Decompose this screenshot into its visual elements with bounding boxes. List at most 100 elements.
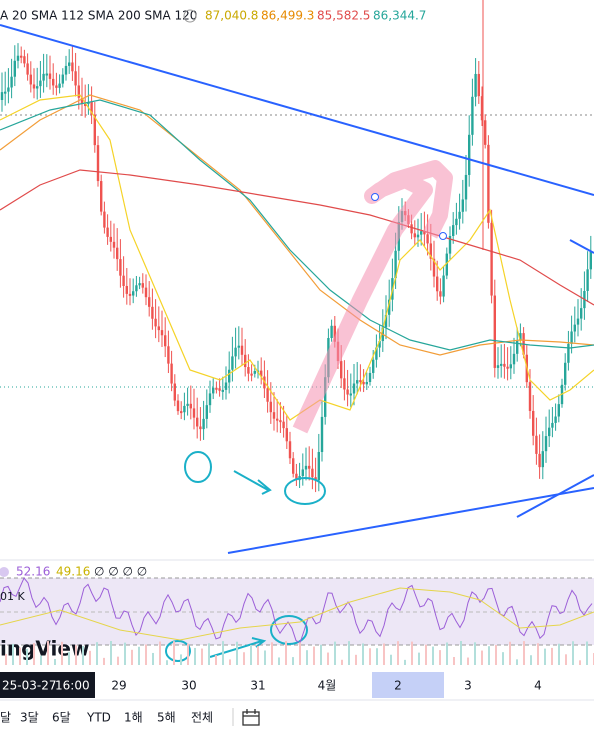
candle: [23, 56, 26, 64]
volume-bar: [117, 656, 119, 665]
candle: [480, 96, 484, 121]
candle: [426, 234, 429, 244]
volume-bar: [5, 653, 7, 665]
volume-bar: [565, 654, 567, 665]
volume-bar: [376, 648, 378, 665]
candle: [445, 253, 448, 276]
volume-bar: [145, 644, 147, 665]
candle: [0, 92, 4, 100]
candle: [71, 62, 74, 72]
candle: [218, 388, 221, 391]
candle: [7, 87, 10, 92]
candle: [442, 275, 445, 297]
candle: [320, 416, 324, 452]
volume-bar: [306, 650, 308, 665]
candle: [112, 241, 116, 248]
candle: [464, 174, 468, 200]
candle: [288, 441, 292, 459]
ma-line: [0, 94, 594, 356]
candle: [164, 335, 167, 347]
candle: [128, 293, 132, 296]
volume-bar: [369, 648, 371, 665]
volume-bar: [411, 641, 413, 665]
volume-bar: [229, 659, 231, 665]
rsi-line: [0, 577, 593, 644]
candle: [308, 465, 311, 469]
time-label: 4: [534, 679, 542, 693]
volume-bar: [89, 650, 91, 665]
range-button[interactable]: YTD: [86, 711, 111, 725]
volume-bar: [222, 641, 224, 665]
volume-bar: [299, 642, 301, 665]
time-label: 30: [181, 679, 196, 693]
volume-bar: [327, 652, 329, 665]
candle: [100, 181, 103, 212]
candle: [103, 211, 106, 228]
volume-bar: [341, 659, 343, 665]
range-button[interactable]: 6달: [52, 711, 71, 725]
candle: [519, 333, 522, 341]
volume-bar: [173, 641, 175, 665]
ma-value: 86,499.3: [261, 9, 314, 23]
candle: [285, 428, 288, 442]
candle: [484, 120, 487, 145]
volume-bar: [19, 647, 21, 665]
candle: [368, 372, 372, 382]
candle: [138, 283, 141, 286]
candle: [135, 285, 138, 292]
range-button[interactable]: 3달: [20, 711, 39, 725]
candle: [183, 405, 186, 413]
candle: [132, 291, 135, 296]
candle: [180, 411, 183, 414]
volume-bar: [264, 650, 266, 665]
candle: [311, 468, 314, 478]
candle: [535, 435, 538, 454]
anchor: [439, 232, 447, 240]
candle: [189, 403, 192, 409]
candle: [192, 408, 196, 418]
candle: [58, 83, 61, 88]
calendar-icon[interactable]: [242, 709, 260, 726]
candle: [330, 325, 333, 339]
candle: [224, 382, 228, 390]
volume-bar: [40, 655, 42, 665]
candle: [461, 199, 464, 212]
candle: [532, 410, 535, 436]
candle: [503, 363, 506, 367]
volume-bar: [572, 641, 574, 665]
candle: [317, 451, 320, 481]
candle: [186, 403, 189, 406]
volume-bar: [236, 641, 238, 665]
volume-bar: [110, 641, 112, 665]
volume-bar: [215, 655, 217, 665]
candle: [487, 144, 490, 223]
range-button[interactable]: 5해: [157, 711, 176, 725]
candle: [509, 364, 512, 369]
range-button[interactable]: 1해: [124, 711, 143, 725]
range-button[interactable]: 달: [0, 711, 11, 725]
candle: [512, 353, 516, 365]
range-button[interactable]: 전체: [191, 711, 213, 725]
rsi-ma: [0, 587, 594, 641]
candle: [151, 306, 154, 319]
candle: [413, 233, 416, 238]
volume-bar: [201, 648, 203, 665]
candle: [474, 73, 477, 97]
candle: [432, 258, 436, 277]
candle: [90, 102, 93, 115]
time-label: 31: [250, 679, 265, 693]
ma-line: [0, 169, 594, 306]
candle: [471, 96, 474, 135]
candle: [13, 60, 16, 77]
candle: [544, 436, 548, 452]
volume-bar: [355, 654, 357, 665]
watermark: ingView: [0, 637, 89, 661]
volume-bar: [26, 648, 28, 665]
candle: [80, 97, 84, 105]
candle: [45, 73, 48, 76]
candle: [208, 393, 212, 406]
volume-bar: [467, 657, 469, 665]
candle: [528, 382, 532, 411]
